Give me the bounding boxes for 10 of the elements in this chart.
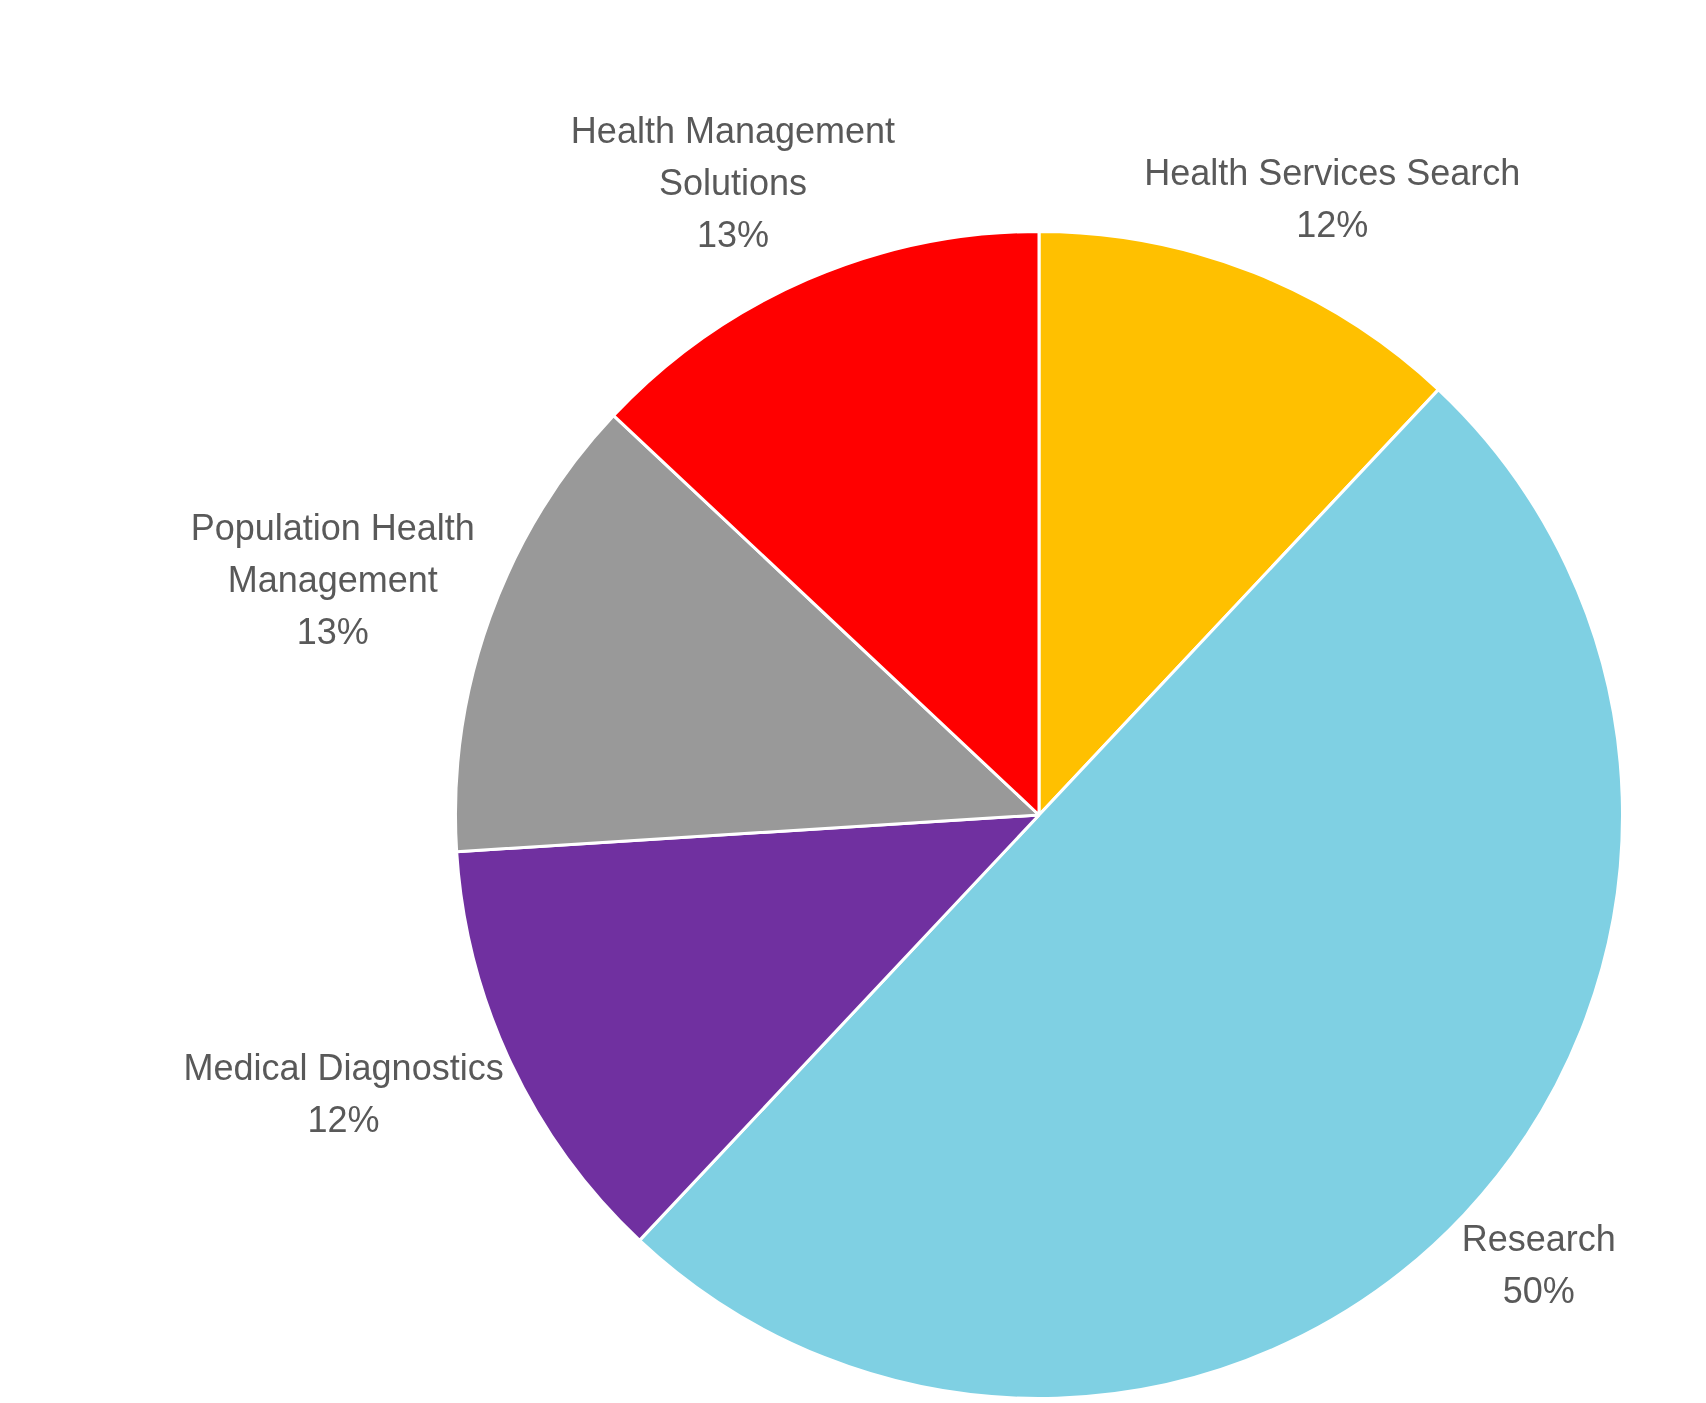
slice-label: Research <box>1461 1218 1616 1260</box>
slice-label: Medical Diagnostics <box>183 1047 504 1089</box>
data-label: 13% <box>296 611 369 653</box>
data-label: 50% <box>1502 1270 1575 1312</box>
slice-label: Population Health Management <box>190 507 475 601</box>
data-label: 12% <box>1296 203 1369 245</box>
data-label: 13% <box>696 213 769 255</box>
data-label: 12% <box>307 1099 380 1141</box>
slice-label: Health Services Search <box>1144 151 1521 193</box>
slice-label: Health Management Solutions <box>570 109 896 203</box>
